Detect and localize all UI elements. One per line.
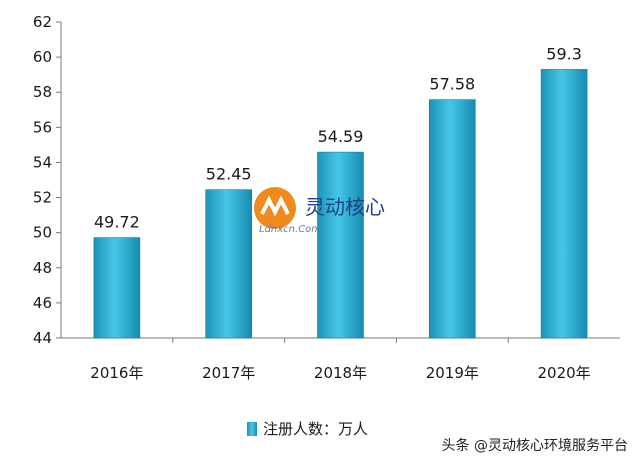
y-tick-label: 52 xyxy=(33,189,52,207)
y-tick-label: 62 xyxy=(33,13,52,31)
y-tick-label: 54 xyxy=(33,153,52,171)
y-tick-label: 44 xyxy=(33,329,52,347)
bar xyxy=(205,189,252,339)
y-tick-label: 60 xyxy=(33,48,52,66)
bar xyxy=(317,151,364,339)
y-tick-label: 56 xyxy=(33,118,52,136)
plot-area: 44 46 48 50 52 54 56 58 60 62 49.72 2016年 52.45 2017年… xyxy=(33,13,620,382)
x-tick-label: 2019年 xyxy=(426,364,479,382)
y-tick-label: 46 xyxy=(33,294,52,312)
watermark-logo: 灵动核心 Ldnxcn.Com xyxy=(254,187,385,235)
legend-swatch xyxy=(247,422,257,436)
data-label: 57.58 xyxy=(429,75,475,94)
x-tick-label: 2016年 xyxy=(90,364,143,382)
y-tick-label: 48 xyxy=(33,259,52,277)
credit-text: 头条 @灵动核心环境服务平台 xyxy=(441,438,628,454)
legend: 注册人数：万人 xyxy=(247,420,368,438)
y-tick-label: 50 xyxy=(33,224,52,242)
y-tick-label: 58 xyxy=(33,83,52,101)
watermark-brand: 灵动核心 xyxy=(305,195,385,219)
bar xyxy=(540,69,588,339)
watermark-domain: Ldnxcn.Com xyxy=(259,224,321,235)
bar xyxy=(93,237,141,339)
legend-label: 注册人数：万人 xyxy=(263,420,368,438)
data-label: 59.3 xyxy=(546,44,582,63)
data-label: 49.72 xyxy=(94,213,140,232)
x-tick-label: 2017年 xyxy=(202,364,255,382)
data-label: 52.45 xyxy=(206,165,252,184)
data-label: 54.59 xyxy=(318,127,364,146)
bar xyxy=(428,99,476,339)
x-tick-label: 2020年 xyxy=(538,364,591,382)
x-tick-label: 2018年 xyxy=(314,364,367,382)
